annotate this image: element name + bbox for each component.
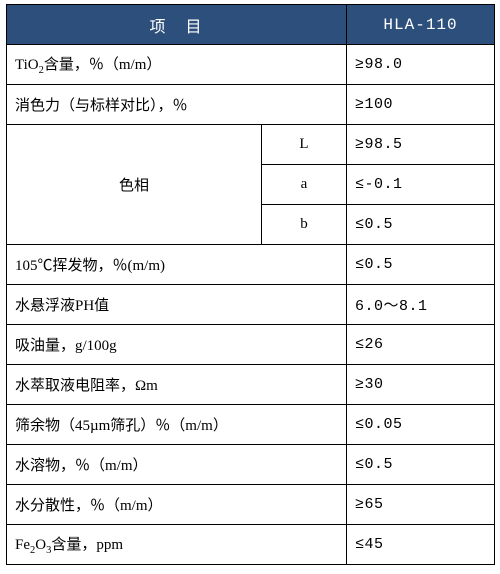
- row-sub-label: L: [262, 125, 347, 165]
- table-row: 水分散性，％（m/m） ≥65: [7, 485, 495, 525]
- row-value: ≤0.5: [347, 205, 495, 245]
- row-value: ≤0.5: [347, 445, 495, 485]
- row-value: ≥100: [347, 85, 495, 125]
- row-value: ≥98.5: [347, 125, 495, 165]
- row-label: 水分散性，％（m/m）: [7, 485, 347, 525]
- spec-table-container: 项 目 HLA-110 TiO2含量，％（m/m） ≥98.0 消色力（与标样对…: [0, 0, 500, 569]
- row-value: ≥98.0: [347, 45, 495, 85]
- row-label: 水悬浮液PH值: [7, 285, 347, 325]
- row-value: ≥65: [347, 485, 495, 525]
- table-row: 水溶物，％（m/m） ≤0.5: [7, 445, 495, 485]
- row-value: ≤45: [347, 525, 495, 565]
- row-sub-label: a: [262, 165, 347, 205]
- row-label: 水萃取液电阻率，Ωm: [7, 365, 347, 405]
- table-row: TiO2含量，％（m/m） ≥98.0: [7, 45, 495, 85]
- row-value: ≤-0.1: [347, 165, 495, 205]
- row-label: 吸油量，g/100g: [7, 325, 347, 365]
- table-row: 吸油量，g/100g ≤26: [7, 325, 495, 365]
- table-row: 色相 L ≥98.5: [7, 125, 495, 165]
- row-label: 筛余物（45µm筛孔）％（m/m）: [7, 405, 347, 445]
- table-row: 水萃取液电阻率，Ωm ≥30: [7, 365, 495, 405]
- header-product: HLA-110: [347, 5, 495, 45]
- row-label: TiO2含量，％（m/m）: [7, 45, 347, 85]
- row-label: 105℃挥发物，％(m/m): [7, 245, 347, 285]
- table-row: Fe2O3含量，ppm ≤45: [7, 525, 495, 565]
- table-row: 消色力（与标样对比），％ ≥100: [7, 85, 495, 125]
- row-value: 6.0～8.1: [347, 285, 495, 325]
- table-row: 105℃挥发物，％(m/m) ≤0.5: [7, 245, 495, 285]
- row-label: 水溶物，％（m/m）: [7, 445, 347, 485]
- row-value: ≤26: [347, 325, 495, 365]
- table-row: 水悬浮液PH值 6.0～8.1: [7, 285, 495, 325]
- row-sub-label: b: [262, 205, 347, 245]
- row-value: ≤0.5: [347, 245, 495, 285]
- row-label: Fe2O3含量，ppm: [7, 525, 347, 565]
- row-value: ≤0.05: [347, 405, 495, 445]
- table-header-row: 项 目 HLA-110: [7, 5, 495, 45]
- row-value: ≥30: [347, 365, 495, 405]
- row-group-label: 色相: [7, 125, 262, 245]
- spec-table: 项 目 HLA-110 TiO2含量，％（m/m） ≥98.0 消色力（与标样对…: [6, 4, 495, 565]
- table-row: 筛余物（45µm筛孔）％（m/m） ≤0.05: [7, 405, 495, 445]
- header-item: 项 目: [7, 5, 347, 45]
- row-label: 消色力（与标样对比），％: [7, 85, 347, 125]
